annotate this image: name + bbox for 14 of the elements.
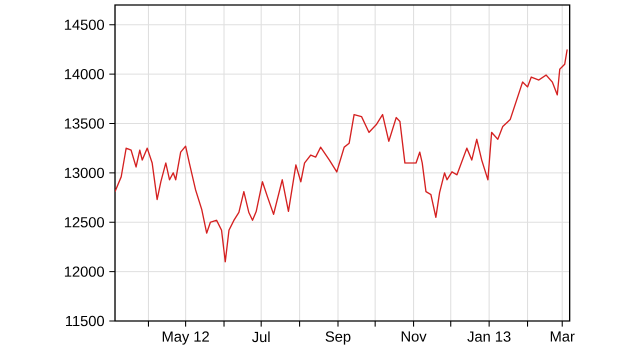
x-tick-label: Nov — [402, 331, 427, 342]
y-tick-label: 12000 — [64, 266, 104, 277]
x-tick-label: Jul — [252, 331, 270, 342]
y-tick-label: 13500 — [64, 118, 104, 129]
x-tick-label: May 12 — [162, 331, 209, 345]
line-series — [115, 48, 568, 262]
y-tick-label: 14500 — [64, 20, 104, 30]
y-tick-label: 13000 — [64, 168, 104, 178]
x-tick-label: Sep — [326, 331, 350, 345]
y-tick-label: 14000 — [64, 68, 104, 80]
y-tick-label: 11500 — [66, 316, 104, 326]
x-tick-label: Jan 13 — [467, 331, 510, 342]
y-tick-label: 12500 — [64, 217, 104, 228]
x-tick-label: Mar — [550, 331, 575, 342]
